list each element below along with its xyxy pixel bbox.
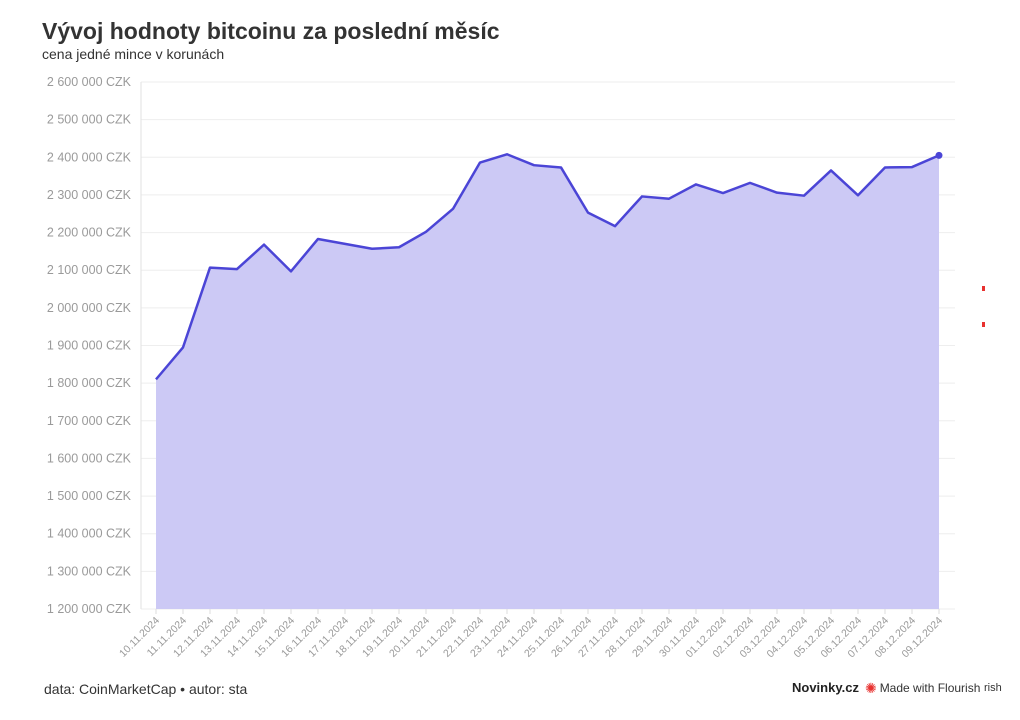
series-line: [155, 153, 940, 381]
data-point: [235, 267, 239, 271]
data-point: [775, 191, 779, 195]
y-tick-label: 2 500 000 CZK: [47, 113, 132, 127]
data-point: [262, 243, 266, 247]
data-point: [559, 165, 563, 169]
data-point: [316, 237, 320, 241]
data-point: [370, 247, 374, 251]
series-area: [156, 154, 939, 609]
y-tick-label: 2 300 000 CZK: [47, 188, 132, 202]
y-tick-label: 2 100 000 CZK: [47, 263, 132, 277]
data-point: [802, 194, 806, 198]
data-point: [505, 152, 509, 156]
data-point: [424, 230, 428, 234]
data-point: [451, 207, 455, 211]
data-point: [532, 163, 536, 167]
data-point: [667, 197, 671, 201]
data-point: [721, 191, 725, 195]
made-with-flourish-link[interactable]: Made with Flourish: [879, 680, 981, 695]
edge-marker: [982, 322, 985, 327]
flourish-icon: ✺: [864, 679, 877, 696]
data-point: [883, 165, 887, 169]
footer-branding: Novinky.cz ✺ Made with Flourish: [792, 680, 980, 695]
data-point: [289, 269, 293, 273]
chart-title: Vývoj hodnoty bitcoinu za poslední měsíc: [42, 18, 500, 44]
data-point: [829, 168, 833, 172]
data-point: [910, 165, 914, 169]
data-point: [343, 242, 347, 246]
y-tick-label: 1 600 000 CZK: [47, 451, 132, 465]
edge-marker: [982, 286, 985, 291]
data-point: [694, 182, 698, 186]
novinky-logo[interactable]: Novinky.cz: [792, 680, 859, 695]
data-point: [154, 377, 158, 381]
clipped-flourish-text: rish: [984, 682, 1002, 694]
y-tick-label: 1 200 000 CZK: [47, 602, 132, 616]
y-tick-label: 2 600 000 CZK: [47, 75, 132, 89]
data-point: [181, 345, 185, 349]
chart-subtitle: cena jedné mince v korunách: [42, 46, 225, 62]
data-point: [397, 245, 401, 249]
data-point: [640, 194, 644, 198]
data-point: [613, 224, 617, 228]
data-point: [586, 211, 590, 215]
bitcoin-price-chart: 2 600 000 CZK 2 500 000 CZK 2 400 000 CZK 2…: [47, 75, 955, 660]
y-tick-label: 1 900 000 CZK: [47, 339, 132, 353]
data-point: [478, 161, 482, 165]
y-tick-label: 1 800 000 CZK: [47, 376, 132, 390]
y-tick-label: 2 000 000 CZK: [47, 301, 132, 315]
y-tick-label: 2 400 000 CZK: [47, 150, 132, 164]
y-tick-label: 1 300 000 CZK: [47, 564, 132, 578]
y-tick-label: 1 400 000 CZK: [47, 527, 132, 541]
data-point: [935, 151, 943, 159]
y-tick-label: 1 700 000 CZK: [47, 414, 132, 428]
data-point: [748, 181, 752, 185]
data-point: [208, 266, 212, 270]
data-point: [856, 193, 860, 197]
y-tick-label: 2 200 000 CZK: [47, 226, 132, 240]
data-source-credit: data: CoinMarketCap • autor: sta: [44, 681, 248, 697]
y-tick-label: 1 500 000 CZK: [47, 489, 132, 503]
